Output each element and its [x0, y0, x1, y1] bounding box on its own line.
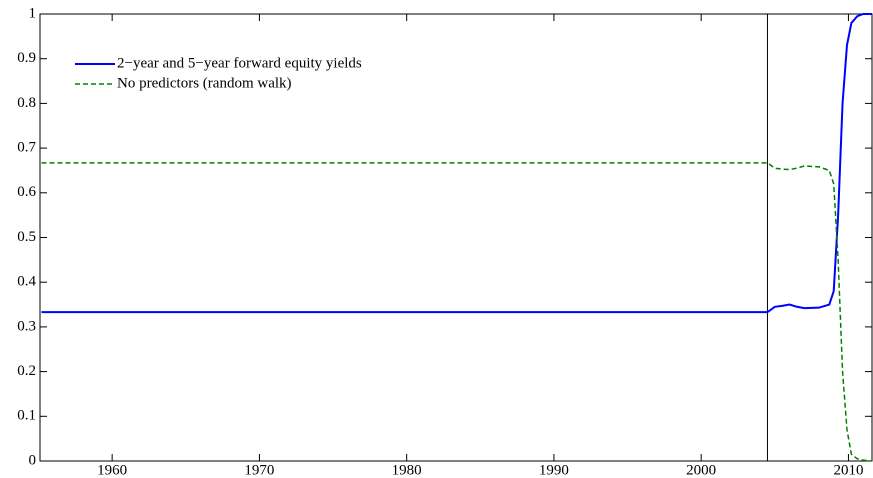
- x-tick-label: 1960: [97, 462, 127, 478]
- y-tick-label: 0: [29, 452, 37, 468]
- y-tick-label: 0.4: [17, 274, 36, 290]
- legend-label: No predictors (random walk): [117, 75, 292, 91]
- x-tick-label: 2000: [686, 462, 716, 478]
- y-tick-label: 0.7: [17, 140, 36, 156]
- y-tick-label: 0.9: [17, 50, 36, 66]
- x-tick-label: 2010: [833, 462, 863, 478]
- series-line: [41, 162, 873, 462]
- y-tick-label: 0.2: [17, 363, 36, 379]
- y-tick-label: 0.1: [17, 408, 36, 424]
- y-tick-label: 0.8: [17, 95, 36, 111]
- y-tick-label: 1: [29, 5, 37, 21]
- series-line: [41, 13, 872, 314]
- y-tick-label: 0.6: [17, 184, 36, 200]
- x-tick-label: 1970: [244, 462, 274, 478]
- x-tick-label: 1980: [392, 462, 422, 478]
- x-tick-label: 1990: [539, 462, 569, 478]
- y-tick-label: 0.5: [17, 229, 36, 245]
- legend-label: 2−year and 5−year forward equity yields: [117, 55, 362, 71]
- y-tick-label: 0.3: [17, 318, 36, 334]
